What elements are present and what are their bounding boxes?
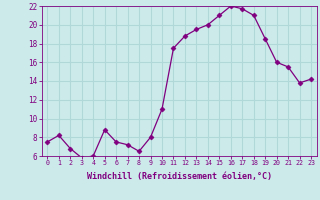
X-axis label: Windchill (Refroidissement éolien,°C): Windchill (Refroidissement éolien,°C) bbox=[87, 172, 272, 181]
